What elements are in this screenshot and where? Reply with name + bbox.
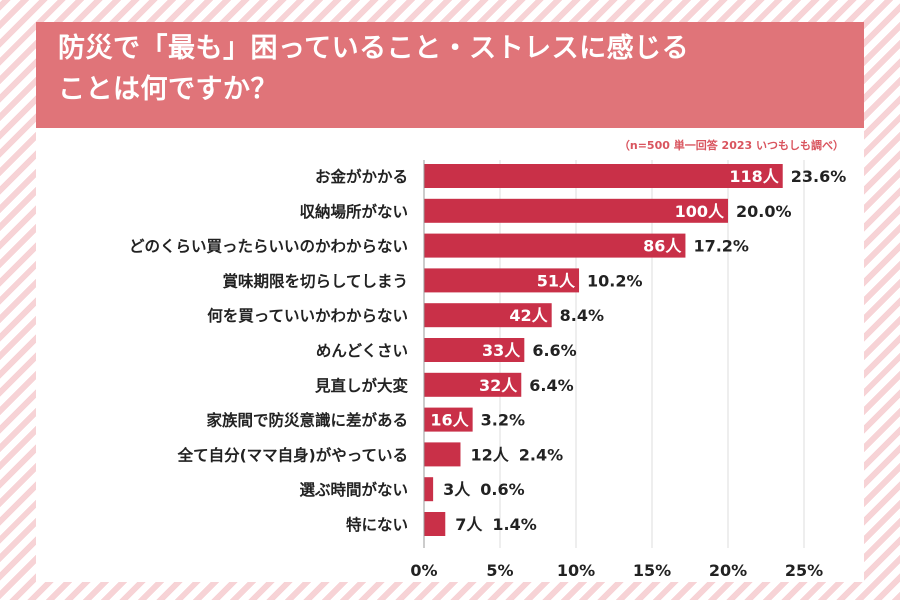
count-label: 16人 [430,411,469,430]
percent-label: 1.4% [492,515,536,534]
bar-8 [424,442,461,467]
percent-label: 3.2% [481,411,525,430]
count-label: 86人 [643,237,682,256]
percent-label: 23.6% [791,167,847,186]
count-label: 12人 [470,445,509,464]
percent-label: 20.0% [736,202,792,221]
bar-6 [424,372,522,397]
percent-label: 8.4% [560,306,604,325]
category-label: 特にない [346,515,408,534]
percent-label: 6.4% [529,376,573,395]
bar-2 [424,233,686,258]
count-label: 3人 [443,480,471,499]
x-tick-label: 20% [709,561,747,580]
bar-3 [424,268,580,293]
count-label: 7人 [455,515,483,534]
category-label: どのくらい買ったらいいのかわからない [129,238,408,256]
x-tick-label: 0% [410,561,437,580]
count-label: 33人 [482,341,521,360]
category-label: お金がかかる [315,167,408,186]
x-tick-label: 5% [486,561,513,580]
count-label: 100人 [675,202,725,221]
category-label: 何を買っていいかわからない [207,306,408,325]
category-label: 賞味期限を切らしてしまう [222,271,408,290]
category-label: 見直しが大変 [314,376,409,395]
count-label: 51人 [537,271,576,290]
bar-1 [424,198,728,223]
bar-7 [424,407,473,432]
x-tick-label: 10% [557,561,595,580]
category-label: 全て自分(ママ自身)がやっている [177,445,408,464]
bar-0 [424,164,783,188]
x-tick-label: 15% [633,561,671,580]
title-banner [36,22,864,128]
percent-label: 17.2% [693,237,749,256]
category-label: めんどくさい [316,342,408,360]
bar-5 [424,338,525,362]
count-label: 42人 [509,306,548,325]
percent-label: 10.2% [587,271,643,290]
percent-label: 2.4% [519,445,563,464]
bar-9 [424,477,434,502]
percent-label: 0.6% [480,480,524,499]
category-label: 収納場所がない [299,202,408,221]
source-note: （n=500 単一回答 2023 いつもしも調べ） [618,139,844,152]
bar-4 [424,303,552,328]
chart-title-line-1: 防災で「最も」困っていること・ストレスに感じる [58,33,690,64]
count-label: 32人 [479,376,518,395]
percent-label: 6.6% [532,341,576,360]
count-label: 118人 [729,167,779,186]
chart-title-line-2: ことは何ですか？ [58,74,278,105]
category-label: 選ぶ時間がない [299,480,408,499]
bar-10 [424,512,446,536]
x-tick-label: 25% [785,561,823,580]
category-label: 家族間で防災意識に差がある [206,411,408,430]
